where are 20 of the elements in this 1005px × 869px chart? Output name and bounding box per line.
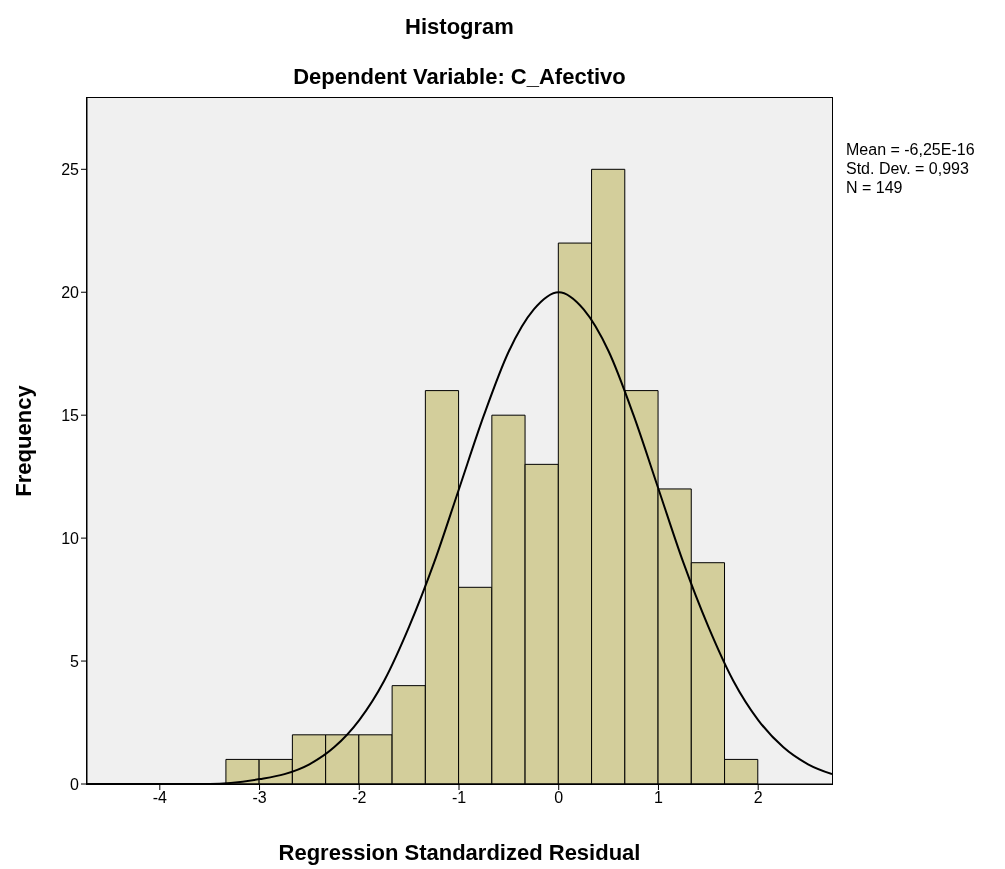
x-tick-label: 2 <box>753 789 763 807</box>
y-tick-label: 25 <box>61 160 80 178</box>
y-tick-label: 0 <box>70 775 80 793</box>
x-tick-label: 1 <box>654 789 664 807</box>
text: Mean = -6,25E-16 <box>846 140 975 159</box>
x-tick-label: -3 <box>252 789 267 807</box>
y-tick-label: 5 <box>70 652 80 670</box>
text: Std. Dev. = 0,993 <box>846 159 970 178</box>
x-tick-label: -4 <box>152 789 168 807</box>
chart-subtitle: Dependent Variable: C_Afectivo <box>292 64 627 90</box>
y-tick-label: 20 <box>61 283 80 301</box>
y-axis-title: Frequency <box>10 384 37 499</box>
y-tick-label: 10 <box>61 529 80 547</box>
x-tick-label: -1 <box>451 789 467 807</box>
x-axis-title: Regression Standardized Residual <box>277 840 642 866</box>
text: N = 149 <box>846 178 904 197</box>
x-tick-label: -2 <box>352 789 367 807</box>
chart-title: Histogram <box>404 14 515 40</box>
y-tick-label: 15 <box>61 406 80 424</box>
x-tick-label: 0 <box>554 789 564 807</box>
